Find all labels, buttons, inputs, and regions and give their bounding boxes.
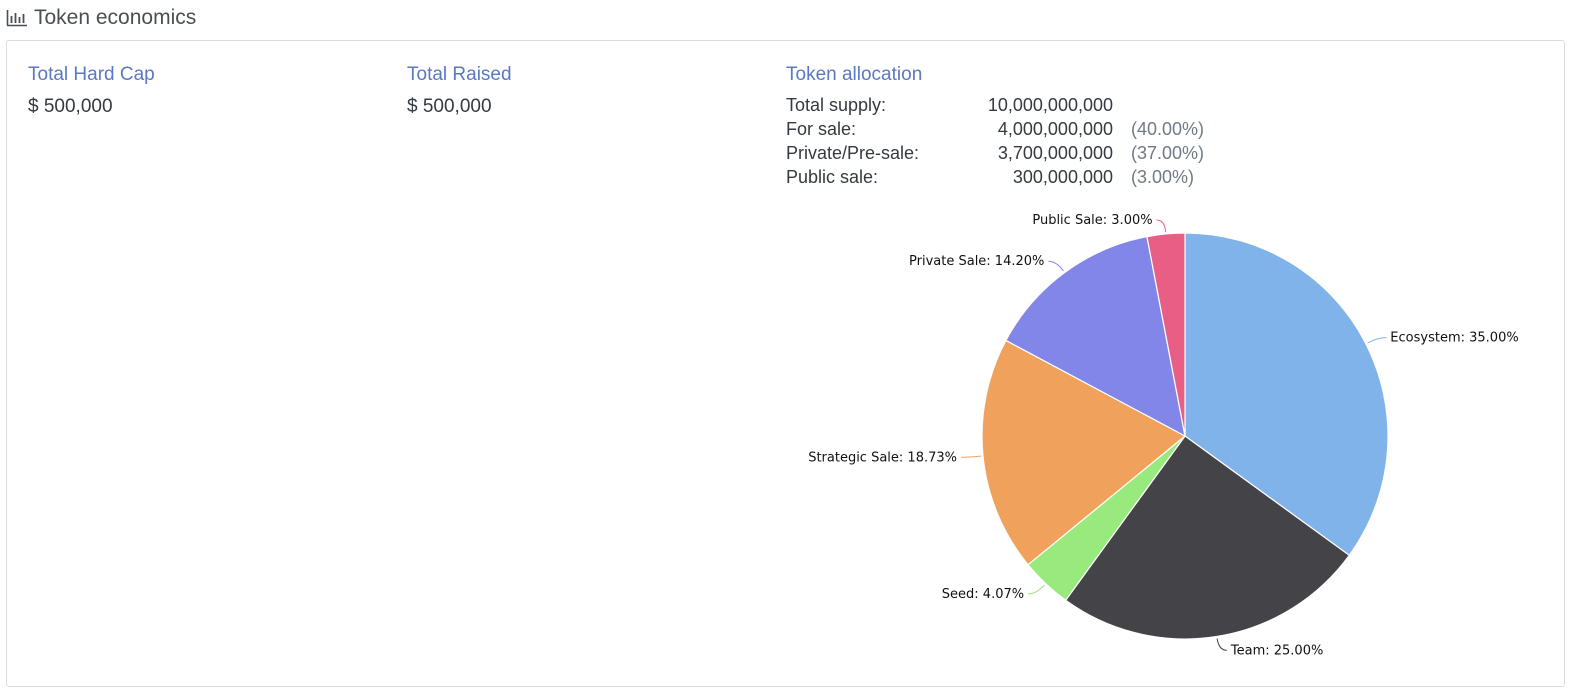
hard-cap-value: $ 500,000 xyxy=(28,96,113,117)
allocation-row-for-sale: For sale: 4,000,000,000 (40.00%) xyxy=(786,117,1546,141)
allocation-row-label: Public sale: xyxy=(786,167,879,187)
section-title: Token economics xyxy=(34,6,197,29)
pie-label-private-sale: Private Sale: 14.20% xyxy=(909,254,1044,269)
raised-value: $ 500,000 xyxy=(407,96,492,117)
pie-connector-private-sale xyxy=(1048,260,1064,272)
allocation-row-total-supply: Total supply: 10,000,000,000 xyxy=(786,93,1546,117)
pie-label-seed: Seed: 4.07% xyxy=(942,587,1024,602)
pie-connector-strategic-sale xyxy=(960,455,982,458)
pie-label-strategic-sale: Strategic Sale: 18.73% xyxy=(808,450,957,465)
pie-connector-public-sale xyxy=(1156,219,1167,232)
pie-slice-public-sale[interactable] xyxy=(1146,232,1186,437)
raised-stat: Total Raised $ 500,000 xyxy=(407,63,512,119)
allocation-row-private-presale: Private/Pre-sale: 3,700,000,000 (37.00%) xyxy=(786,141,1546,165)
section-header: Token economics xyxy=(6,4,196,32)
pie-slice-ecosystem[interactable] xyxy=(1184,232,1389,557)
allocation-row-label: Private/Pre-sale: xyxy=(786,143,920,163)
hard-cap-label: Total Hard Cap xyxy=(28,64,155,85)
bar-chart-icon xyxy=(6,9,28,27)
allocation-row-percent: (40.00%) xyxy=(1131,119,1205,139)
allocation-title: Token allocation xyxy=(786,64,923,85)
pie-connector-ecosystem xyxy=(1367,337,1387,344)
pie-label-ecosystem: Ecosystem: 35.00% xyxy=(1390,331,1518,346)
pie-slice-private-sale[interactable] xyxy=(1005,235,1186,438)
allocation-table: Total supply: 10,000,000,000 For sale: 4… xyxy=(786,93,1546,189)
pie-connector-seed xyxy=(1028,584,1045,595)
allocation-row-public-sale: Public sale: 300,000,000 (3.00%) xyxy=(786,165,1546,189)
allocation-row-value: 4,000,000,000 xyxy=(997,119,1113,139)
allocation-row-value: 10,000,000,000 xyxy=(987,95,1113,115)
pie-label-team: Team: 25.00% xyxy=(1230,643,1323,658)
pie-slice-strategic-sale[interactable] xyxy=(981,339,1187,566)
raised-label: Total Raised xyxy=(407,64,512,85)
allocation-row-label: For sale: xyxy=(786,119,857,139)
allocation-row-percent: (3.00%) xyxy=(1131,167,1195,187)
pie-slice-team[interactable] xyxy=(1064,435,1351,640)
allocation-row-label: Total supply: xyxy=(786,95,887,115)
token-economics-card: Total Hard Cap $ 500,000 Total Raised $ … xyxy=(6,40,1565,687)
allocation-row-percent: (37.00%) xyxy=(1131,143,1205,163)
token-allocation-pie-chart: Ecosystem: 35.00% Team: 25.00% Seed: 4.07%… xyxy=(808,213,1519,658)
hard-cap-stat: Total Hard Cap $ 500,000 xyxy=(28,63,155,119)
allocation-row-value: 3,700,000,000 xyxy=(997,143,1113,163)
pie-connector-team xyxy=(1216,638,1227,651)
allocation-row-value: 300,000,000 xyxy=(1012,167,1113,187)
token-allocation: Token allocation Total supply: 10,000,00… xyxy=(786,63,1546,189)
pie-label-public-sale: Public Sale: 3.00% xyxy=(1032,213,1152,228)
